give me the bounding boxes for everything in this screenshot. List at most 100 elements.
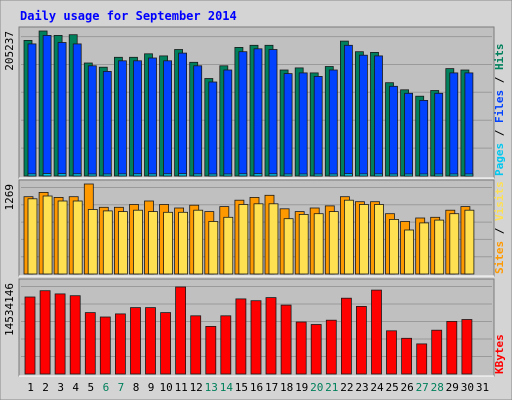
day-label-23: 23	[355, 381, 368, 394]
day-label-5: 5	[87, 381, 94, 394]
series-pages	[27, 173, 474, 177]
day-label-13: 13	[205, 381, 218, 394]
day-label-26: 26	[400, 381, 413, 394]
bar-hits-files-day-3	[57, 42, 67, 177]
bar-hits-pages-day-9	[148, 173, 157, 177]
day-label-30: 30	[461, 381, 474, 394]
bar-visits-sites-day-6	[102, 210, 113, 275]
day-label-2: 2	[42, 381, 49, 394]
bar-kbytes-kbytes-day-28	[431, 329, 443, 375]
bar-kbytes-kbytes-day-15	[235, 298, 247, 375]
bar-visits-sites-day-18	[283, 218, 294, 275]
bar-hits-files-day-13	[208, 81, 218, 177]
bar-hits-files-day-2	[42, 35, 52, 177]
day-label-10: 10	[159, 381, 172, 394]
bar-hits-files-day-10	[163, 60, 173, 177]
bar-hits-pages-day-29	[449, 173, 459, 177]
day-label-14: 14	[220, 381, 234, 394]
panel-series-label: Sites / Visits	[493, 181, 506, 274]
bar-hits-pages-day-17	[268, 173, 278, 177]
bar-visits-sites-day-17	[268, 203, 279, 275]
bar-hits-files-day-28	[434, 92, 444, 177]
day-label-28: 28	[431, 381, 444, 394]
bar-kbytes-kbytes-day-25	[386, 330, 397, 375]
series-label-kbytes: KBytes	[493, 334, 506, 374]
day-label-22: 22	[340, 381, 353, 394]
bar-visits-sites-day-16	[253, 203, 264, 275]
bar-hits-pages-day-19	[298, 173, 308, 177]
bar-visits-sites-day-23	[358, 204, 369, 275]
day-label-25: 25	[385, 381, 398, 394]
bar-visits-sites-day-30	[464, 209, 475, 275]
bar-kbytes-kbytes-day-20	[310, 324, 322, 375]
series-label-files: Files	[493, 90, 506, 123]
bar-hits-files-day-15	[238, 51, 248, 177]
day-label-19: 19	[295, 381, 308, 394]
day-label-7: 7	[118, 381, 125, 394]
day-label-8: 8	[133, 381, 140, 394]
bar-hits-pages-day-13	[208, 173, 218, 177]
bar-visits-sites-day-26	[404, 229, 415, 275]
bar-hits-pages-day-7	[118, 173, 127, 177]
bar-kbytes-kbytes-day-26	[401, 337, 413, 375]
bar-hits-pages-day-27	[419, 173, 429, 177]
bar-hits-files-day-12	[193, 65, 203, 177]
bar-hits-pages-day-6	[102, 173, 112, 177]
bar-hits-files-day-26	[404, 92, 414, 177]
bar-hits-files-day-25	[389, 85, 398, 177]
day-label-21: 21	[325, 381, 338, 394]
bar-kbytes-kbytes-day-1	[24, 296, 36, 375]
bar-kbytes-kbytes-day-9	[145, 307, 156, 375]
series-label-visits: Visits	[493, 181, 506, 221]
bar-hits-files-day-27	[419, 100, 429, 177]
bar-hits-pages-day-21	[328, 173, 338, 177]
bar-hits-files-day-7	[118, 60, 127, 177]
day-labels: 1 2 3 4 5 6 7 8 9 10 11 12 13 14 15 16 17 18 19 20 21 22 23 24 2…	[27, 381, 489, 394]
bar-hits-pages-day-26	[404, 173, 414, 177]
day-label-3: 3	[57, 381, 64, 394]
bar-hits-files-day-16	[253, 48, 263, 177]
bar-hits-files-day-5	[87, 65, 97, 177]
bar-kbytes-kbytes-day-10	[160, 312, 172, 375]
panel-max-label: 14534146	[3, 283, 16, 336]
bar-kbytes-kbytes-day-16	[250, 300, 262, 375]
bar-kbytes-kbytes-day-8	[130, 307, 141, 375]
bar-visits-sites-day-14	[223, 216, 234, 275]
bar-visits-sites-day-19	[298, 213, 309, 275]
day-label-20: 20	[310, 381, 323, 394]
bar-visits-sites-day-4	[72, 200, 83, 275]
series-label-separator: /	[493, 70, 506, 90]
bar-visits-sites-day-11	[178, 211, 189, 275]
panel-max-label: 205237	[3, 31, 16, 71]
bar-visits-sites-day-24	[374, 204, 384, 275]
bar-hits-files-day-18	[283, 73, 293, 177]
bar-visits-sites-day-2	[42, 195, 53, 275]
bar-hits-pages-day-2	[42, 173, 52, 177]
bar-hits-pages-day-28	[434, 173, 444, 177]
bar-kbytes-kbytes-day-3	[54, 293, 66, 375]
panel-series-label: KBytes	[493, 334, 506, 374]
bar-kbytes-kbytes-day-12	[190, 315, 202, 375]
bar-kbytes-kbytes-day-30	[461, 319, 473, 375]
series-files	[27, 35, 474, 177]
series-label-separator: /	[493, 221, 506, 241]
series-label-separator: /	[493, 123, 506, 143]
bar-kbytes-kbytes-day-24	[371, 289, 382, 375]
bar-hits-pages-day-10	[163, 173, 173, 177]
bar-kbytes-kbytes-day-27	[416, 343, 428, 375]
bar-kbytes-kbytes-day-2	[39, 290, 51, 375]
series-kbytes	[24, 286, 473, 375]
day-label-18: 18	[280, 381, 293, 394]
day-label-1: 1	[27, 381, 34, 394]
bar-visits-sites-day-5	[87, 209, 98, 275]
bar-hits-files-day-22	[343, 44, 353, 177]
chart-panels: 205237 Pages / Files / Hits 1269 Sites / Vi…	[3, 26, 506, 377]
bar-hits-pages-day-18	[283, 173, 293, 177]
bar-hits-pages-day-12	[193, 173, 203, 177]
panel-visits: 1269 Sites / Visits	[3, 179, 506, 277]
bar-hits-pages-day-8	[133, 173, 142, 177]
bar-visits-sites-day-3	[57, 200, 68, 275]
bar-visits-sites-day-21	[328, 211, 339, 275]
series-sites	[27, 195, 475, 275]
